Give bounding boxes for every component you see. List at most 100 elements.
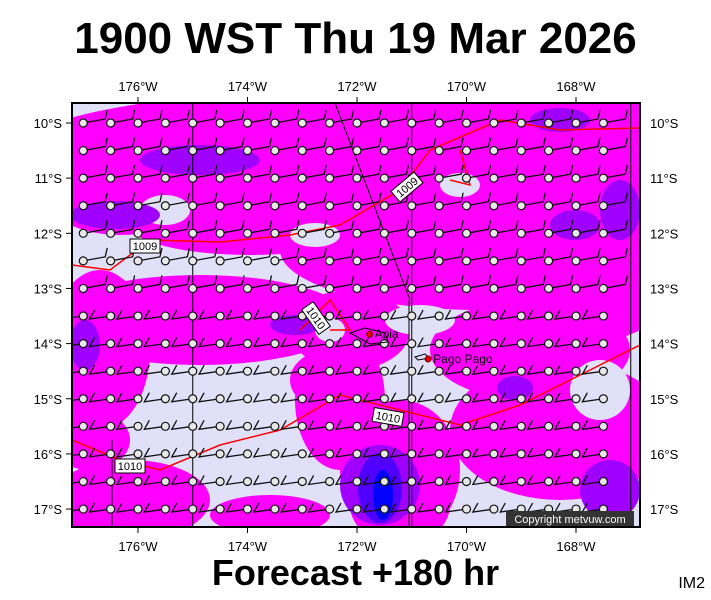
wind-barb-staff <box>329 109 355 124</box>
wind-barb-staff <box>170 420 193 431</box>
wind-barb-staff <box>389 392 412 403</box>
wind-barb-staff <box>143 420 166 431</box>
wind-barb <box>78 137 108 156</box>
forecast-label: Forecast +180 hr <box>211 552 500 593</box>
station-circle <box>160 421 170 431</box>
wind-barb <box>526 420 554 431</box>
wind-barb-staff <box>575 109 601 124</box>
wind-barb-staff <box>384 165 410 179</box>
wind-barb-staff <box>581 420 604 431</box>
station-circle <box>297 228 307 238</box>
wind-barb <box>434 137 464 156</box>
station-circle <box>188 145 198 156</box>
wind-barb-staff <box>197 392 221 403</box>
station-circle <box>352 311 362 321</box>
wind-barb <box>553 447 581 459</box>
station-circle <box>78 228 88 238</box>
wind-barb-staff <box>389 475 412 486</box>
wind-barb-staff <box>466 220 492 234</box>
station-circle <box>598 311 608 321</box>
wind-barb-staff <box>526 309 549 320</box>
station-circle <box>379 228 389 238</box>
isobar-label-box <box>371 406 405 428</box>
station-circle <box>434 366 444 376</box>
lat-label-right: 17°S <box>650 502 679 517</box>
wind-barb <box>598 137 629 156</box>
station-circle <box>571 145 581 156</box>
station-circle <box>379 118 389 128</box>
station-circle <box>160 366 170 376</box>
wind-barb <box>416 475 444 487</box>
isobar-label-text: 1010 <box>375 410 401 426</box>
lat-label-right: 14°S <box>650 337 679 352</box>
wind-barb-staff <box>384 109 410 124</box>
station-circle <box>352 339 362 349</box>
lon-label-top: 174°W <box>228 79 268 94</box>
wind-barb <box>280 502 307 514</box>
wind-barb-staff <box>384 220 410 234</box>
wind-barb <box>252 420 280 431</box>
wind-barb <box>197 337 225 349</box>
station-circle <box>242 476 253 487</box>
wind-barb-staff <box>334 392 358 403</box>
wind-barb-staff <box>553 447 577 458</box>
wind-barb-staff <box>389 447 412 458</box>
station-circle <box>516 311 526 321</box>
wind-barb-staff <box>439 220 464 234</box>
wind-barb <box>571 220 601 238</box>
station-circle <box>379 394 389 404</box>
wind-barb-staff <box>137 137 163 152</box>
wind-barb-staff <box>411 109 437 124</box>
station-circle <box>434 504 444 514</box>
wind-barb <box>280 337 307 349</box>
wind-barb <box>225 364 253 376</box>
wind-barb-staff <box>72 453 84 457</box>
wind-barb <box>143 475 170 487</box>
station-circle <box>571 476 581 487</box>
wind-barb-staff <box>521 220 546 234</box>
station-circle <box>270 366 280 376</box>
wind-barb <box>516 247 546 266</box>
wind-barb <box>215 220 245 238</box>
station-circle <box>544 201 554 211</box>
wind-barb <box>78 275 108 294</box>
station-circle <box>544 394 554 404</box>
wind-barb <box>544 109 574 128</box>
wind-barb-staff <box>247 247 273 262</box>
station-circle <box>516 421 526 431</box>
wind-barb-staff <box>197 364 221 376</box>
wind-barb-staff <box>416 309 440 320</box>
station-circle <box>242 118 253 128</box>
wind-barb-staff <box>88 364 111 376</box>
wind-barb <box>188 220 218 238</box>
wind-barb-staff <box>444 420 467 431</box>
wind-barb-staff <box>439 165 464 179</box>
wind-barb <box>188 137 218 156</box>
wind-barb <box>215 275 245 294</box>
station-circle <box>489 173 499 183</box>
wind-barb <box>444 392 472 404</box>
wind-barb-staff <box>575 275 601 290</box>
station-circle <box>325 118 335 128</box>
wind-barb-staff <box>302 109 327 124</box>
wind-barb-staff <box>603 247 629 262</box>
wind-barb <box>526 364 554 376</box>
station-circle <box>434 118 444 128</box>
wind-barb-staff <box>526 475 549 486</box>
wind-barb-staff <box>471 337 494 348</box>
wind-barb-staff <box>466 137 492 152</box>
wind-barb-staff <box>471 392 494 403</box>
wind-barb-staff <box>416 447 440 458</box>
wind-barb <box>325 220 355 238</box>
isobar-label: 1010 <box>114 458 146 474</box>
wind-barb <box>362 337 389 349</box>
wind-barb-staff <box>302 192 327 207</box>
station-circle <box>434 394 444 404</box>
station-circle <box>325 256 335 266</box>
wind-barb-staff <box>137 275 163 290</box>
station-circle <box>160 476 170 487</box>
station-circle <box>242 311 253 321</box>
station-circle <box>78 145 88 156</box>
wind-barb-staff <box>356 137 382 152</box>
station-circle <box>352 394 362 404</box>
